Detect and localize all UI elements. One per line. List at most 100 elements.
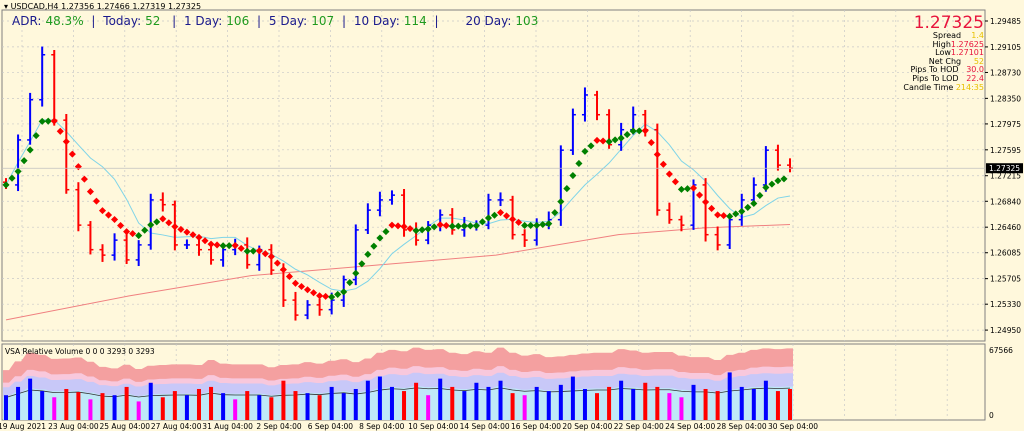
signal-dot <box>436 221 444 229</box>
volume-bar <box>269 397 274 420</box>
price-bar <box>485 193 492 230</box>
signal-dot <box>617 134 625 142</box>
signal-dot <box>569 172 577 180</box>
x-tick-label: 24 Sep 04:00 <box>665 422 715 431</box>
volume-bar <box>233 399 238 420</box>
price-bar <box>376 191 383 217</box>
signal-dot <box>297 282 306 291</box>
signal-dot <box>340 288 348 296</box>
y-tick-label: 1.27595 <box>990 146 1021 155</box>
volume-bar <box>160 397 165 420</box>
volume-bar <box>631 388 636 420</box>
signal-dot <box>279 266 287 274</box>
x-tick-label: 19 Aug 2021 <box>0 422 46 431</box>
x-tick-label: 31 Aug 04:00 <box>202 422 253 431</box>
signal-dot <box>207 240 215 248</box>
x-tick-label: 28 Sep 04:00 <box>717 422 767 431</box>
signal-dot <box>273 259 281 267</box>
price-bar <box>678 215 685 232</box>
volume-bar <box>209 386 214 420</box>
price-bar <box>557 145 564 226</box>
y-tick-label: 1.29485 <box>990 17 1021 26</box>
price-bar <box>87 221 94 255</box>
volume-bar <box>739 386 744 420</box>
x-tick-label: 8 Sep 04:00 <box>359 422 405 431</box>
netchg-value: 52 <box>973 56 984 66</box>
volume-bar <box>402 391 407 420</box>
signal-dot <box>671 178 679 186</box>
price-bar <box>521 229 528 247</box>
signal-dot <box>32 132 40 140</box>
x-tick-label: 22 Sep 04:00 <box>614 422 664 431</box>
signal-dot <box>587 142 595 150</box>
lod-value: 22.4 <box>966 73 984 83</box>
volume-bar <box>329 386 334 420</box>
signal-dot <box>448 222 456 230</box>
signal-dot <box>539 220 547 229</box>
volume-bar <box>546 391 551 420</box>
hod-label: Pips To HOD <box>910 65 959 75</box>
volume-bar <box>221 393 226 420</box>
signal-dot <box>623 131 631 139</box>
signal-dot <box>364 250 372 258</box>
volume-bar <box>148 382 153 420</box>
x-tick-label: 10 Sep 04:00 <box>408 422 458 431</box>
signal-dot <box>261 250 269 258</box>
signal-dot <box>496 209 505 217</box>
signal-dot <box>177 225 185 233</box>
signal-dot <box>2 181 10 189</box>
signal-dot <box>62 138 70 146</box>
today-label: Today: <box>103 14 142 28</box>
price-bar <box>15 134 22 192</box>
y-tick-label: 1.26460 <box>990 223 1021 232</box>
signal-dot <box>509 215 517 223</box>
x-tick-label: 27 Aug 04:00 <box>151 422 202 431</box>
signal-dot <box>533 221 541 229</box>
signal-dot <box>472 222 480 230</box>
signal-dot <box>683 185 692 193</box>
signal-dot <box>370 242 378 250</box>
volume-bar <box>16 386 21 420</box>
volume-bar <box>775 391 780 420</box>
spread-label: Spread <box>932 31 962 40</box>
price-bar <box>654 123 661 216</box>
candle-time-label: Candle Time <box>903 82 954 92</box>
x-tick-label: 20 Sep 04:00 <box>562 422 612 431</box>
volume-bar <box>281 380 286 420</box>
d10-label: 10 Day: <box>353 14 400 28</box>
signal-dot <box>20 157 28 165</box>
signal-dot <box>68 150 76 158</box>
signal-dot <box>641 127 649 135</box>
volume-bar <box>88 399 93 420</box>
signal-dot <box>328 293 336 301</box>
price-bar <box>702 178 709 242</box>
signal-dot <box>304 286 312 294</box>
adr-pct: 48.3% <box>45 14 84 28</box>
signal-dot <box>503 212 511 220</box>
signal-dot <box>26 146 34 154</box>
signal-dot <box>388 221 396 229</box>
signal-dot <box>104 211 113 219</box>
signal-dot <box>696 191 704 199</box>
volume-bar <box>257 395 262 420</box>
signal-dot <box>406 225 414 233</box>
signal-dot <box>756 191 764 199</box>
signal-dot <box>394 222 402 230</box>
signal-dot <box>665 170 673 178</box>
candle-time-value: 214:35 <box>955 82 984 92</box>
current-price-tag-label: 1.27325 <box>989 164 1020 173</box>
volume-bar <box>595 393 600 420</box>
signal-dot <box>720 212 728 220</box>
signal-dot <box>159 215 167 223</box>
volume-bar <box>305 393 310 420</box>
signal-dot <box>123 228 131 236</box>
price-bar <box>425 221 432 245</box>
signal-dot <box>346 279 354 287</box>
d5-value: 107 <box>311 14 335 28</box>
volume-bar <box>184 395 189 420</box>
price-bar <box>569 108 576 155</box>
volume-bar <box>28 378 33 420</box>
ohlc-values: 1.27356 1.27466 1.27319 1.27325 <box>61 2 202 11</box>
d1-label: 1 Day: <box>183 14 223 28</box>
